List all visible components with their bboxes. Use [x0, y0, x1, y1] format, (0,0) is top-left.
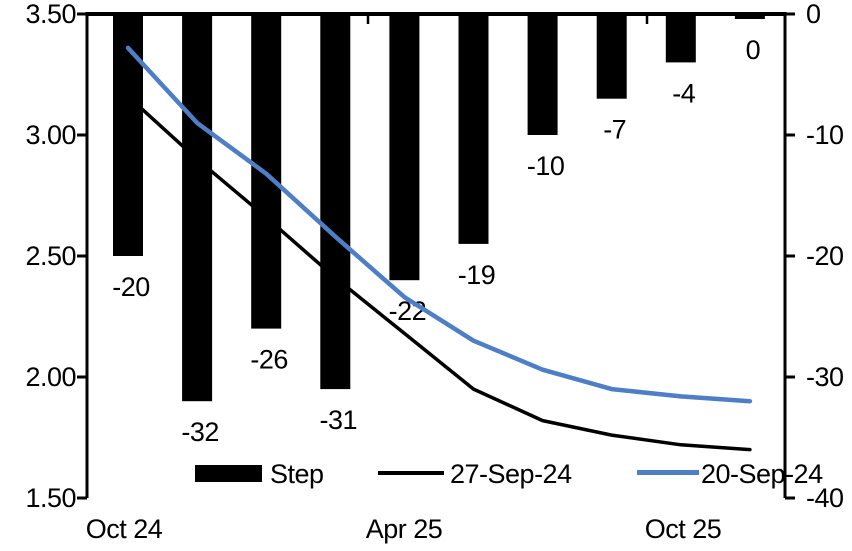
step-bar [458, 14, 489, 244]
legend-20-sep-24-label: 20-Sep-24 [701, 459, 823, 489]
x-axis-label: Apr 25 [366, 514, 443, 544]
left-axis-tick-label: 3.50 [25, 0, 76, 29]
x-axis: Oct 24 Apr 25 Oct 25 [86, 14, 722, 544]
step-bar [665, 14, 696, 63]
legend-20-sep-24-line-swatch [637, 470, 699, 475]
step-bar [527, 14, 558, 135]
step-bars [113, 14, 765, 402]
right-axis: 0 -10 -20 -30 -40 [785, 0, 844, 513]
step-bar-label: -19 [458, 260, 496, 290]
step-bar [320, 14, 351, 390]
line-20-sep-24 [125, 45, 753, 404]
step-bar [182, 14, 213, 402]
step-bar [113, 14, 143, 256]
legend-step-bar-swatch [195, 465, 262, 482]
left-axis-tick-label: 2.50 [25, 241, 76, 271]
step-bar [596, 14, 627, 99]
step-bar-label: -26 [250, 345, 288, 375]
left-axis-tick-label: 1.50 [25, 483, 76, 513]
step-bar-label: -20 [112, 272, 150, 302]
step-bar [734, 14, 765, 19]
legend-27-sep-24-label: 27-Sep-24 [450, 459, 572, 489]
right-axis-tick-label: -40 [806, 483, 844, 513]
right-axis-tick-label: -20 [806, 241, 844, 271]
step-bar-label: -31 [320, 405, 358, 435]
step-bar-label: -32 [181, 417, 219, 447]
step-bar-label: -10 [527, 151, 565, 181]
right-axis-tick-label: -30 [806, 362, 844, 392]
step-bar [389, 14, 420, 281]
legend-step-label: Step [270, 459, 324, 489]
legend-27-sep-24-line-swatch [378, 471, 444, 475]
left-axis-tick-label: 2.00 [25, 362, 76, 392]
step-bar-label: 0 [746, 35, 761, 65]
left-axis: 3.50 3.00 2.50 2.00 1.50 [25, 0, 87, 513]
x-axis-label: Oct 24 [86, 514, 163, 544]
line-27-sep-24 [126, 94, 752, 452]
left-axis-tick-label: 3.00 [25, 120, 76, 150]
step-bar-labels: -20-32-26-31-22-19-10-7-40 [112, 35, 760, 447]
x-axis-label: Oct 25 [645, 514, 722, 544]
step-bar-label: -7 [603, 115, 626, 145]
right-axis-tick-label: 0 [806, 0, 821, 29]
step-bar-label: -4 [672, 78, 695, 108]
right-axis-tick-label: -10 [806, 120, 844, 150]
